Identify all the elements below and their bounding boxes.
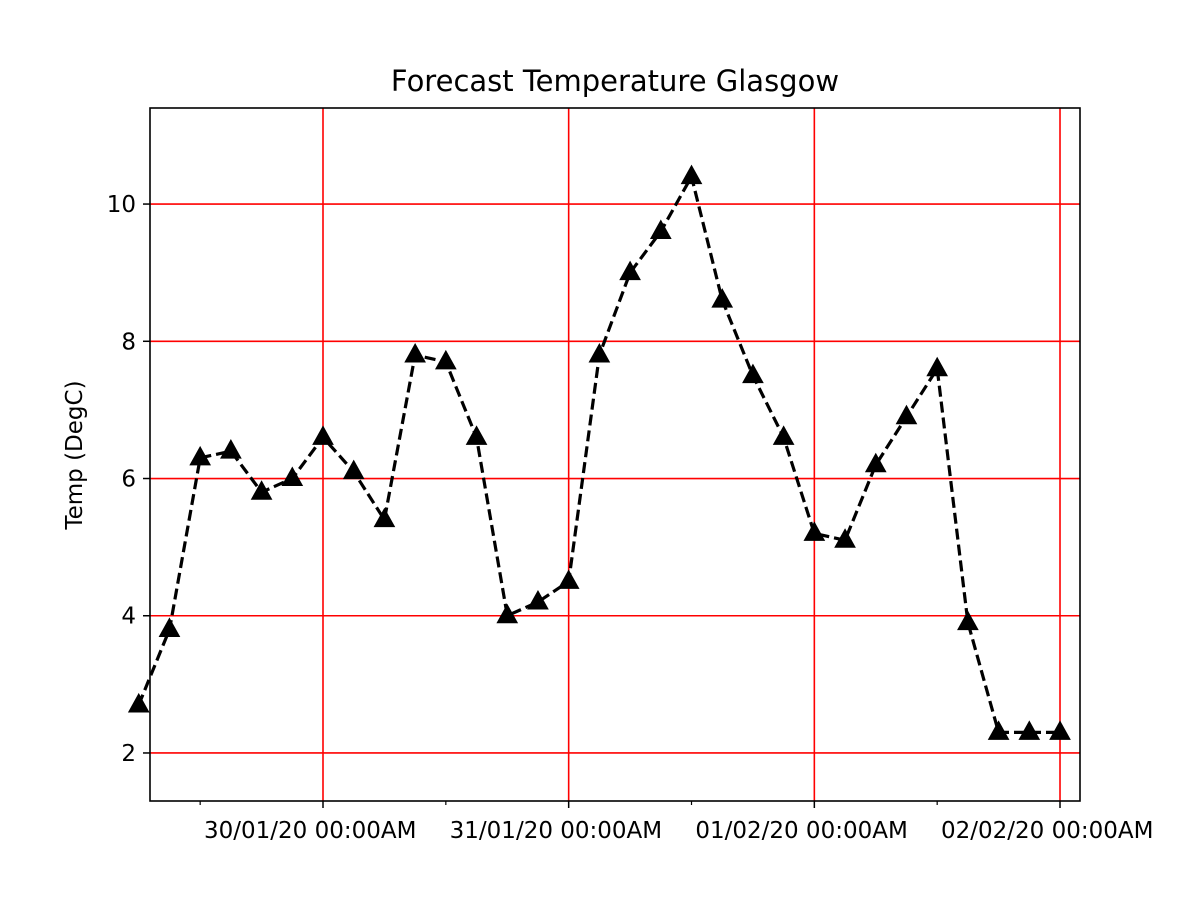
series-layer <box>127 164 1071 740</box>
data-point-marker <box>711 288 734 308</box>
data-point-marker <box>742 363 764 384</box>
data-point-marker <box>987 720 1010 740</box>
data-point-marker <box>864 452 887 473</box>
y-tick-label: 10 <box>107 192 136 218</box>
data-point-marker <box>527 589 549 610</box>
x-tick-label: 01/02/20 00:00AM <box>695 818 907 844</box>
data-point-marker <box>1018 720 1041 740</box>
data-point-marker <box>772 425 795 445</box>
data-point-marker <box>496 603 519 624</box>
y-tick-label: 4 <box>121 604 136 630</box>
plot-area-frame <box>149 107 1081 802</box>
data-point-marker <box>957 610 979 631</box>
data-point-marker <box>342 459 365 480</box>
y-tick-label: 2 <box>121 741 136 767</box>
chart-title: Forecast Temperature Glasgow <box>391 64 839 98</box>
data-point-marker <box>619 260 641 281</box>
axes-layer: 2 4 6 8 10 30/01/20 00:00AM 31/01/20 00:00AM 01… <box>107 107 1153 844</box>
data-point-marker <box>803 521 826 541</box>
data-point-marker <box>189 445 212 466</box>
data-point-marker <box>465 425 488 445</box>
data-point-marker <box>434 349 457 370</box>
grid-layer <box>150 108 1080 801</box>
data-point-marker <box>373 507 396 528</box>
data-point-marker <box>1049 720 1071 740</box>
data-point-marker <box>158 617 181 637</box>
data-point-marker <box>250 480 273 500</box>
data-point-marker <box>834 528 856 548</box>
y-tick-label: 6 <box>121 467 136 493</box>
data-point-marker <box>926 356 949 377</box>
data-point-marker <box>680 164 703 185</box>
y-tick-label: 8 <box>121 329 136 355</box>
x-tick-label: 02/02/20 00:00AM <box>941 818 1153 844</box>
data-point-marker <box>281 466 304 487</box>
data-point-marker <box>649 219 672 240</box>
data-point-marker <box>404 342 426 363</box>
x-tick-label: 30/01/20 00:00AM <box>204 818 416 844</box>
data-point-marker <box>557 569 580 589</box>
data-point-marker <box>312 425 334 445</box>
data-point-marker <box>127 692 150 713</box>
x-tick-label: 31/01/20 00:00AM <box>450 818 662 844</box>
data-point-marker <box>220 439 242 459</box>
y-axis-label: Temp (DegC) <box>62 380 88 530</box>
data-point-marker <box>895 404 918 425</box>
data-point-marker <box>588 342 611 363</box>
